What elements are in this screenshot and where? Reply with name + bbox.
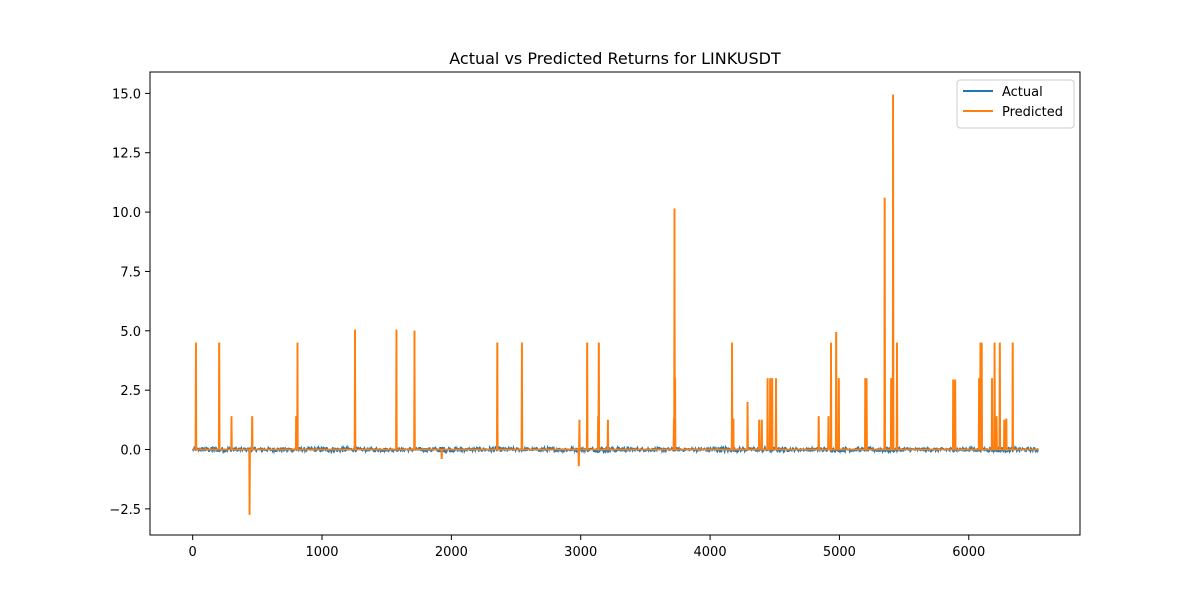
plot-area	[150, 72, 1080, 535]
plot-frame	[149, 71, 1081, 536]
y-tick-label: 7.5	[120, 265, 141, 280]
y-tick-label: 15.0	[112, 87, 141, 102]
x-tick-label: 4000	[694, 545, 727, 560]
x-tick-label: 6000	[952, 545, 985, 560]
x-axis: 0 1000 2000 3000 4000 5000 6000	[189, 535, 985, 560]
legend-label-predicted: Predicted	[1002, 105, 1063, 120]
y-tick-label: 2.5	[120, 384, 141, 399]
y-tick-label: 12.5	[112, 147, 141, 162]
legend: Actual Predicted	[956, 79, 1075, 129]
x-tick-label: 2000	[435, 545, 468, 560]
y-tick-label: 5.0	[120, 325, 141, 340]
series-layer	[192, 94, 1039, 515]
y-tick-label: 10.0	[112, 206, 141, 221]
chart-title: Actual vs Predicted Returns for LINKUSDT	[449, 49, 781, 68]
x-tick-label: 0	[189, 545, 197, 560]
x-tick-label: 1000	[305, 545, 338, 560]
x-tick-label: 5000	[823, 545, 856, 560]
y-axis: −2.5 0.0 2.5 5.0 7.5 10.0 12.5 15.0	[109, 87, 150, 518]
y-tick-label: 0.0	[120, 444, 141, 459]
x-tick-label: 3000	[564, 545, 597, 560]
y-tick-label: −2.5	[109, 503, 141, 518]
legend-label-actual: Actual	[1002, 85, 1043, 100]
